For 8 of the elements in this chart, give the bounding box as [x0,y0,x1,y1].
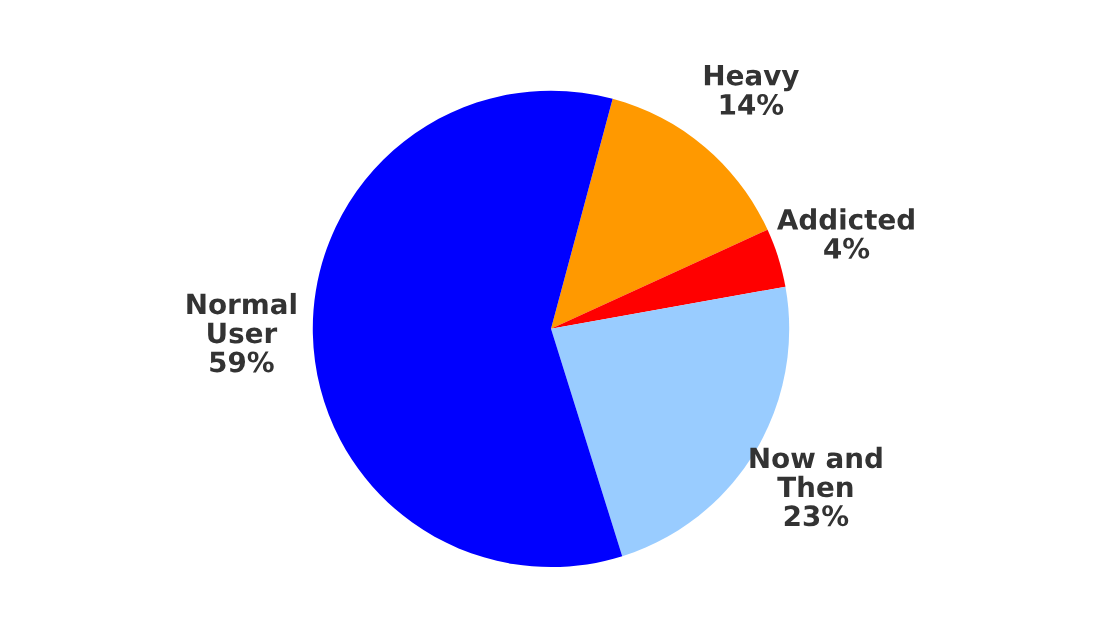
slice-label: Normal User [187,292,296,344]
data-label: 59% [210,351,274,373]
slice-label: Now and Then [750,446,882,498]
slice-label: Addicted [777,208,914,230]
data-label: 14% [720,93,784,115]
data-label: 4% [824,237,870,259]
slice-label: Heavy [704,65,799,92]
data-label: 23% [784,505,849,527]
